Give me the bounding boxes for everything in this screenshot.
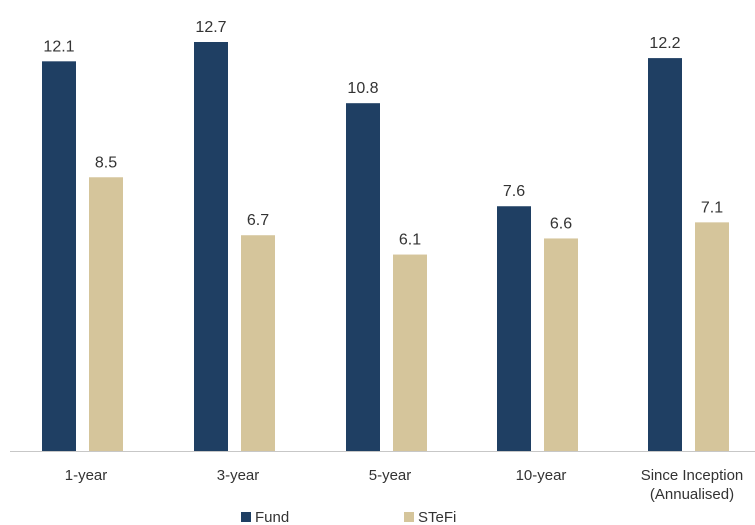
data-labels-layer: 12.1 12.7 10.8 7.6 12.2 8.5 6.7 6.1 6.6 7.1	[43, 19, 723, 249]
bar-fund-2	[346, 103, 380, 452]
data-label-fund-2: 10.8	[347, 80, 378, 97]
bar-stefi-2	[393, 254, 427, 451]
legend-swatch-fund	[241, 512, 251, 522]
legend-swatch-stefi	[404, 512, 414, 522]
bar-fund-0	[42, 61, 76, 451]
data-label-stefi-4: 7.1	[701, 199, 723, 216]
data-label-stefi-2: 6.1	[399, 232, 421, 249]
bar-stefi-1	[241, 235, 275, 451]
legend-label-fund: Fund	[255, 509, 289, 525]
x-tick-label-2: 5-year	[369, 467, 412, 484]
category-labels-layer: 1-year 3-year 5-year 10-year Since Inception…	[65, 467, 744, 503]
x-tick-label-3: 10-year	[516, 467, 567, 484]
bar-stefi-3	[544, 238, 578, 451]
data-label-fund-3: 7.6	[503, 183, 525, 200]
bar-stefi-4	[695, 222, 729, 451]
legend-label-stefi: STeFi	[418, 509, 456, 525]
bars-layer	[42, 42, 729, 452]
data-label-stefi-0: 8.5	[95, 154, 117, 171]
legend: Fund STeFi	[241, 509, 456, 525]
bar-fund-4	[648, 58, 682, 452]
data-label-stefi-1: 6.7	[247, 212, 269, 229]
data-label-fund-1: 12.7	[195, 19, 226, 36]
data-label-fund-4: 12.2	[649, 35, 680, 52]
bar-fund-3	[497, 206, 531, 451]
x-tick-label-4: Since Inception (Annualised)	[641, 467, 744, 503]
x-tick-label-1: 3-year	[217, 467, 260, 484]
x-tick-label-0: 1-year	[65, 467, 108, 484]
bar-fund-1	[194, 42, 228, 451]
data-label-stefi-3: 6.6	[550, 215, 572, 232]
data-label-fund-0: 12.1	[43, 38, 74, 55]
bar-stefi-0	[89, 177, 123, 452]
